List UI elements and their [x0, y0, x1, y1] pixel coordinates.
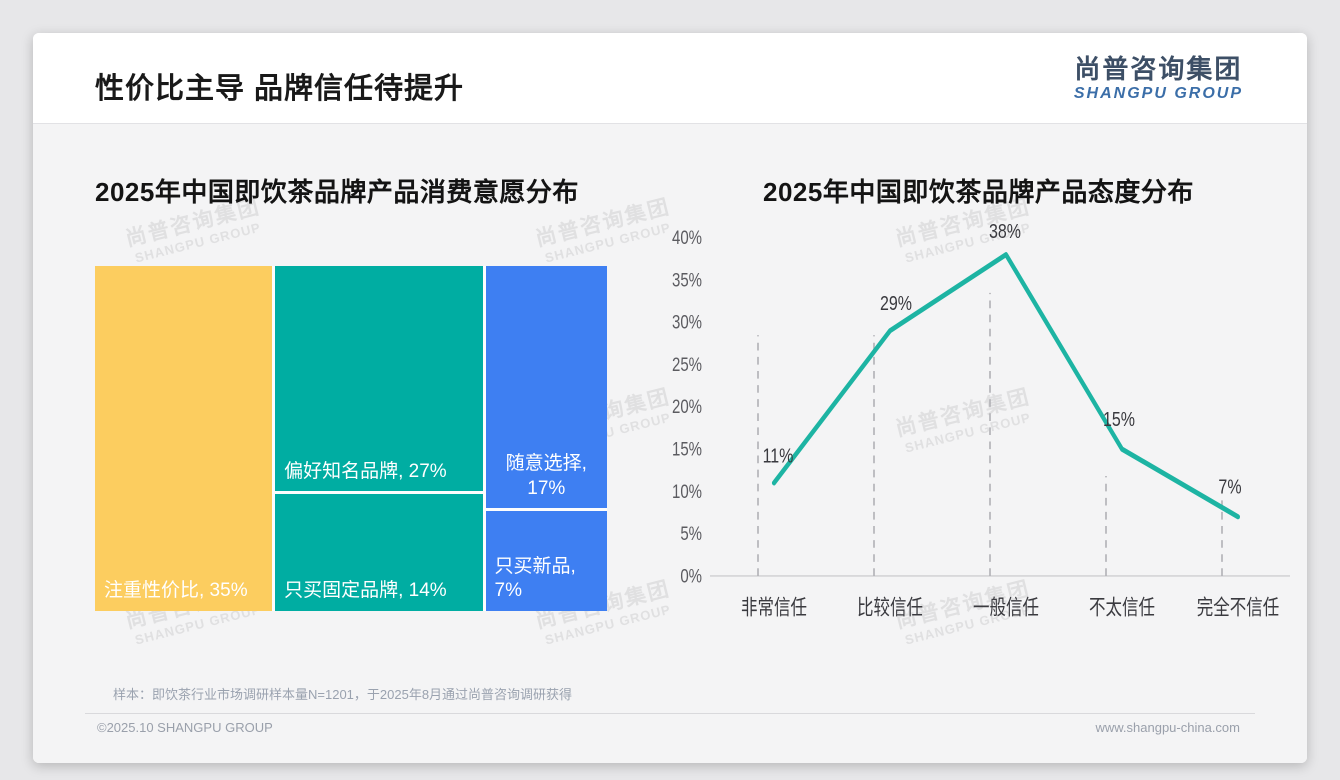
- company-logo: 尚普咨询集团 SHANGPU GROUP: [1074, 55, 1243, 104]
- sample-footnote: 样本：即饮茶行业市场调研样本量N=1201，于2025年8月通过尚普咨询调研获得: [113, 687, 573, 702]
- y-axis-tick-label: 35%: [672, 269, 702, 291]
- x-axis-category-label: 一般信任: [973, 595, 1039, 620]
- y-axis-tick-label: 20%: [672, 395, 702, 417]
- treemap-block-3: 只买固定品牌, 14%: [275, 494, 483, 611]
- footer-website: www.shangpu-china.com: [1095, 720, 1240, 735]
- treemap-block-label: 只买新品, 7%: [494, 555, 576, 602]
- treemap-block-2: 偏好知名品牌, 27%: [275, 266, 483, 492]
- treemap-block-label: 偏好知名品牌, 27%: [284, 460, 447, 482]
- logo-chinese-text: 尚普咨询集团: [1074, 54, 1243, 84]
- page-title: 性价比主导 品牌信任待提升: [95, 73, 465, 105]
- treemap-block-label: 随意选择, 17%: [505, 452, 587, 499]
- slide-header: 性价比主导 品牌信任待提升 尚普咨询集团 SHANGPU GROUP: [33, 33, 1307, 123]
- footer-copyright: ©2025.10 SHANGPU GROUP: [97, 720, 273, 735]
- footer-divider: [85, 713, 1255, 714]
- y-axis-tick-label: 25%: [672, 353, 702, 375]
- right-chart-title: 2025年中国即饮茶品牌产品态度分布: [763, 177, 1194, 207]
- x-axis-category-label: 不太信任: [1089, 595, 1155, 620]
- treemap-block-label: 注重性价比, 35%: [104, 580, 248, 602]
- x-axis-category-label: 比较信任: [857, 595, 923, 620]
- y-axis-tick-label: 15%: [672, 438, 702, 460]
- y-axis-tick-label: 5%: [680, 522, 702, 544]
- logo-english-text: SHANGPU GROUP: [1073, 84, 1243, 102]
- data-line-series: [772, 252, 1240, 520]
- data-point-label: 7%: [1218, 475, 1241, 498]
- y-axis-tick-label: 40%: [672, 226, 702, 248]
- y-axis-tick-label: 0%: [680, 565, 702, 587]
- treemap: 注重性价比, 35% 偏好知名品牌, 27% 只买固定品牌, 14% 随意选择, 17…: [95, 266, 607, 611]
- treemap-block-5: 只买新品, 7%: [485, 511, 607, 611]
- treemap-block-4: 随意选择, 17%: [485, 266, 607, 509]
- y-axis-tick-label: 10%: [672, 480, 702, 502]
- left-chart-title: 2025年中国即饮茶品牌产品消费意愿分布: [95, 177, 579, 207]
- data-point-label: 29%: [880, 291, 912, 314]
- line-chart: 0% 5% 10% 15% 20% 25% 30% 35% 40% 11% 29% 38% 15% 7% 非…: [672, 219, 1290, 620]
- treemap-block-label: 只买固定品牌, 14%: [284, 580, 447, 602]
- data-point-label: 38%: [989, 219, 1021, 242]
- slide: 性价比主导 品牌信任待提升 尚普咨询集团 SHANGPU GROUP 尚普咨询集…: [33, 33, 1307, 763]
- x-axis-category-label: 非常信任: [741, 595, 807, 620]
- treemap-column: 随意选择, 17% 只买新品, 7%: [485, 266, 607, 611]
- slide-body: 尚普咨询集团 SHANGPU GROUP 尚普咨询集团 SHANGPU GROUP 尚普…: [33, 123, 1307, 763]
- treemap-column: 偏好知名品牌, 27% 只买固定品牌, 14%: [275, 266, 483, 611]
- x-axis-category-label: 完全不信任: [1197, 595, 1279, 620]
- data-point-label: 15%: [1103, 407, 1135, 430]
- treemap-column: 注重性价比, 35%: [95, 266, 273, 611]
- y-axis-tick-label: 30%: [672, 311, 702, 333]
- treemap-block-1: 注重性价比, 35%: [95, 266, 273, 611]
- data-point-label: 11%: [763, 443, 794, 466]
